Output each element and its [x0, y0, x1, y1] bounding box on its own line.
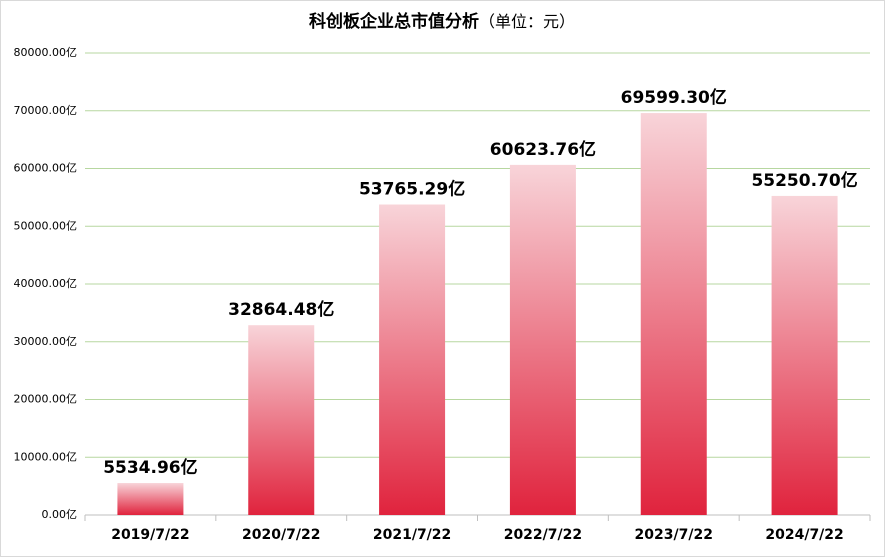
x-tick-label: 2019/7/22 — [111, 527, 189, 543]
y-tick-label: 60000.00亿 — [14, 162, 78, 175]
bar — [771, 195, 838, 516]
y-tick-label: 70000.00亿 — [14, 104, 78, 117]
data-label: 55250.70亿 — [751, 170, 857, 191]
x-tick-label: 2024/7/22 — [765, 527, 843, 543]
y-tick-label: 40000.00亿 — [14, 277, 78, 290]
bar — [248, 325, 315, 515]
chart-subtitle: （单位：元） — [479, 12, 575, 31]
data-label: 5534.96亿 — [103, 457, 197, 478]
data-label: 69599.30亿 — [621, 87, 727, 108]
x-tick-label: 2020/7/22 — [242, 527, 320, 543]
bar — [117, 483, 184, 515]
y-tick-label: 50000.00亿 — [14, 219, 78, 232]
bar — [509, 164, 576, 516]
data-label: 53765.29亿 — [359, 179, 465, 200]
y-tick-label: 0.00亿 — [42, 508, 78, 521]
y-tick-label: 20000.00亿 — [14, 393, 78, 406]
x-tick-label: 2022/7/22 — [504, 527, 582, 543]
data-label: 32864.48亿 — [228, 299, 334, 320]
y-tick-label: 80000.00亿 — [14, 46, 78, 59]
bar — [640, 113, 707, 516]
y-tick-label: 30000.00亿 — [14, 335, 78, 348]
data-label: 60623.76亿 — [490, 139, 596, 160]
bar — [379, 204, 446, 516]
chart-title-group: 科创板企业总市值分析（单位：元） — [309, 11, 575, 32]
x-tick-label: 2023/7/22 — [635, 527, 713, 543]
chart-title: 科创板企业总市值分析 — [309, 11, 479, 32]
y-tick-label: 10000.00亿 — [14, 450, 78, 463]
x-tick-label: 2021/7/22 — [373, 527, 451, 543]
